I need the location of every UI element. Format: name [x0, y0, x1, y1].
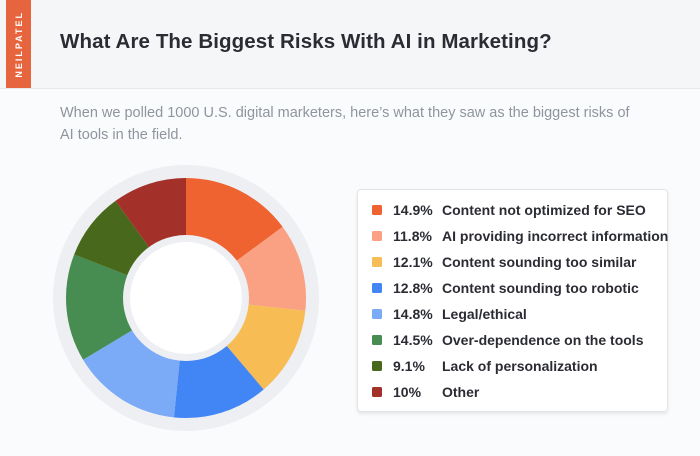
legend-swatch	[372, 387, 382, 397]
page-title: What Are The Biggest Risks With AI in Ma…	[60, 30, 552, 53]
legend-percent: 12.1%	[393, 254, 433, 270]
donut-chart-svg	[53, 165, 319, 431]
legend-swatch	[372, 309, 382, 319]
legend-swatch	[372, 335, 382, 345]
legend-row: 11.8% AI providing incorrect information	[358, 223, 669, 249]
donut-chart	[53, 165, 319, 431]
legend-label: Content sounding too robotic	[442, 280, 639, 296]
legend-row: 12.1% Content sounding too similar	[358, 249, 667, 275]
legend-percent: 14.9%	[393, 202, 433, 218]
legend-percent: 12.8%	[393, 280, 433, 296]
subtitle-text: When we polled 1000 U.S. digital markete…	[60, 105, 630, 143]
legend-percent: 11.8%	[393, 228, 432, 244]
legend-swatch	[372, 283, 382, 293]
legend-label: Content not optimized for SEO	[442, 202, 646, 218]
legend-row: 14.5% Over-dependence on the tools	[358, 327, 667, 353]
legend-swatch	[372, 361, 382, 371]
chart-legend: 14.9% Content not optimized for SEO 11.8% A…	[357, 189, 668, 412]
legend-row: 10% Other	[358, 379, 667, 405]
legend-percent: 14.8%	[393, 306, 433, 322]
legend-swatch	[372, 205, 382, 215]
legend-label: Content sounding too similar	[442, 254, 637, 270]
legend-swatch	[372, 231, 382, 241]
legend-row: 14.9% Content not optimized for SEO	[358, 197, 667, 223]
brand-name: NEILPATEL	[13, 10, 24, 78]
header-band	[0, 0, 700, 89]
legend-percent: 14.5%	[393, 332, 433, 348]
legend-row: 14.8% Legal/ethical	[358, 301, 667, 327]
donut-hole	[130, 242, 242, 354]
legend-label: Legal/ethical	[442, 306, 527, 322]
legend-label: Lack of personalization	[442, 358, 598, 374]
legend-row: 9.1% Lack of personalization	[358, 353, 667, 379]
legend-label: Other	[442, 384, 480, 400]
legend-swatch	[372, 257, 382, 267]
legend-percent: 10%	[393, 384, 422, 400]
legend-label: Over-dependence on the tools	[442, 332, 644, 348]
legend-percent: 9.1%	[393, 358, 425, 374]
legend-label: AI providing incorrect information	[442, 228, 669, 244]
brand-tab: NEILPATEL	[6, 0, 31, 88]
legend-row: 12.8% Content sounding too robotic	[358, 275, 667, 301]
